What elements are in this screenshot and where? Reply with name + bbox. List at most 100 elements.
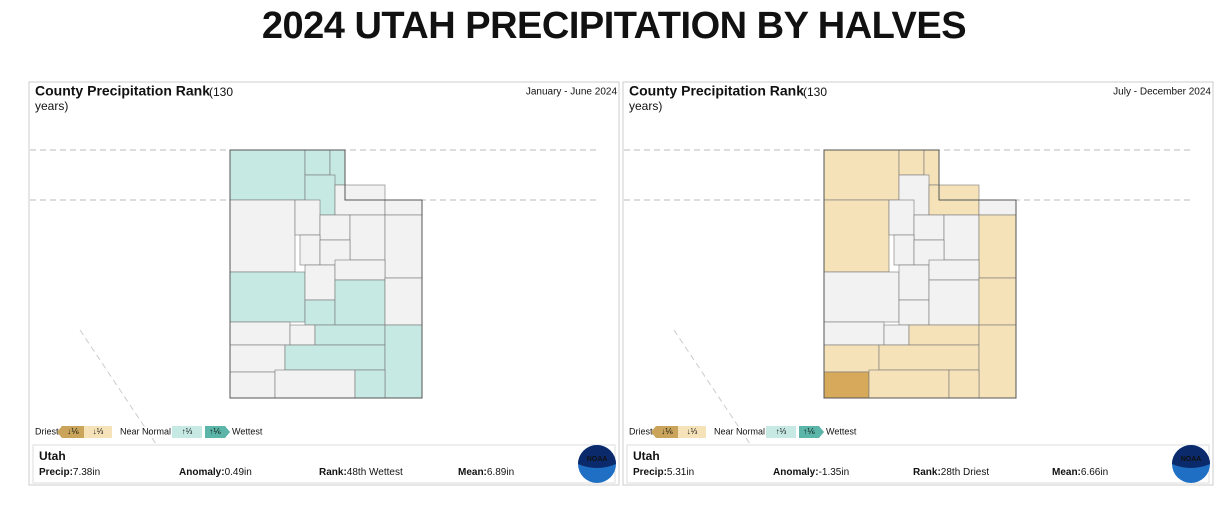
county xyxy=(898,299,930,326)
county xyxy=(334,279,386,326)
state-map xyxy=(229,149,423,399)
legend-swatch xyxy=(766,426,796,438)
county xyxy=(304,299,336,326)
legend-label: Near Normal xyxy=(714,426,765,436)
logo-top xyxy=(1172,445,1210,468)
state-outline xyxy=(823,149,1017,399)
county xyxy=(893,234,915,266)
county xyxy=(823,149,900,201)
stat-label: Anomaly: xyxy=(179,467,225,478)
county xyxy=(299,234,321,266)
stat-value: 5.31in xyxy=(667,467,694,478)
county xyxy=(334,259,386,281)
legend-label: Driest xyxy=(35,426,59,436)
county xyxy=(823,321,885,346)
legend-label: ↑⅓ xyxy=(776,427,787,436)
summary-box xyxy=(32,444,616,484)
legend-label: ↓⅓ xyxy=(93,427,104,436)
stat-label: Mean: xyxy=(1052,467,1081,478)
legend-label: ↓⅙ xyxy=(67,427,79,436)
map-panel: County Precipitation Rank(130 years) July … xyxy=(622,81,1214,486)
stat-value: 7.38in xyxy=(73,467,100,478)
panel-years: years) xyxy=(35,99,68,113)
county xyxy=(229,371,276,399)
county xyxy=(284,344,386,371)
stat-value: 0.49in xyxy=(225,467,252,478)
panel-date: January - June 2024 xyxy=(526,87,618,98)
county xyxy=(978,199,1017,216)
stat-label: Precip: xyxy=(633,467,667,478)
legend-label: Wettest xyxy=(826,426,857,436)
summary-state: Utah xyxy=(633,449,660,463)
legend-swatch xyxy=(799,426,824,438)
summary-box xyxy=(626,444,1210,484)
panel-years: (130 xyxy=(803,85,827,99)
stat-value: 6.89in xyxy=(487,467,514,478)
summary-stat: Anomaly:-1.35in xyxy=(773,467,849,478)
county xyxy=(978,324,1017,399)
county xyxy=(384,199,423,216)
legend-swatch xyxy=(172,426,202,438)
summary-stat: Anomaly:0.49in xyxy=(179,467,252,478)
county xyxy=(289,324,316,346)
county xyxy=(229,199,296,273)
stat-value: 28th Driest xyxy=(941,467,990,478)
county xyxy=(294,199,321,236)
stat-value: 48th Wettest xyxy=(347,467,403,478)
summary-stat: Rank:48th Wettest xyxy=(319,467,403,478)
county xyxy=(898,264,930,301)
panel-date: July - December 2024 xyxy=(1113,87,1211,98)
summary-stat: Precip:5.31in xyxy=(633,467,694,478)
summary-stat: Mean:6.66in xyxy=(1052,467,1108,478)
legend-label: ↑⅙ xyxy=(209,427,221,436)
legend-swatch xyxy=(205,426,230,438)
county xyxy=(304,264,336,301)
legend-swatch xyxy=(651,426,678,438)
county xyxy=(384,277,423,326)
page-title: 2024 UTAH PRECIPITATION BY HALVES xyxy=(262,5,966,47)
summary-stat: Rank:28th Driest xyxy=(913,467,989,478)
panel-heading: County Precipitation Rank xyxy=(629,83,804,99)
county xyxy=(229,271,306,323)
summary-state: Utah xyxy=(39,449,66,463)
county xyxy=(898,149,925,176)
legend-label: ↑⅙ xyxy=(803,427,815,436)
panel-years: years) xyxy=(629,99,662,113)
county xyxy=(888,199,915,236)
county xyxy=(823,371,870,399)
county xyxy=(928,279,980,326)
legend-label: ↓⅓ xyxy=(687,427,698,436)
county xyxy=(823,271,900,323)
county xyxy=(229,321,291,346)
stat-label: Anomaly: xyxy=(773,467,819,478)
county xyxy=(304,149,331,176)
county xyxy=(823,199,890,273)
legend-label: ↑⅓ xyxy=(182,427,193,436)
county xyxy=(349,214,386,261)
panel-heading: County Precipitation Rank xyxy=(35,83,210,99)
county xyxy=(908,324,980,346)
county xyxy=(978,277,1017,326)
county xyxy=(928,259,980,281)
stat-value: -1.35in xyxy=(819,467,850,478)
county xyxy=(978,214,1017,279)
county xyxy=(948,369,980,399)
county xyxy=(384,214,423,279)
county xyxy=(878,344,980,371)
county xyxy=(868,369,950,399)
panel-years: (130 xyxy=(209,85,233,99)
logo-text: NOAA xyxy=(1181,456,1202,463)
legend-swatch xyxy=(57,426,84,438)
legend-swatch xyxy=(678,426,706,438)
legend-label: Driest xyxy=(629,426,653,436)
county xyxy=(913,214,945,241)
county xyxy=(229,344,286,373)
county xyxy=(274,369,356,399)
state-map xyxy=(823,149,1017,399)
county xyxy=(823,344,880,373)
stat-label: Rank: xyxy=(913,467,941,478)
legend-label: Wettest xyxy=(232,426,263,436)
legend-label: ↓⅙ xyxy=(661,427,673,436)
summary-stat: Precip:7.38in xyxy=(39,467,100,478)
county xyxy=(883,324,910,346)
